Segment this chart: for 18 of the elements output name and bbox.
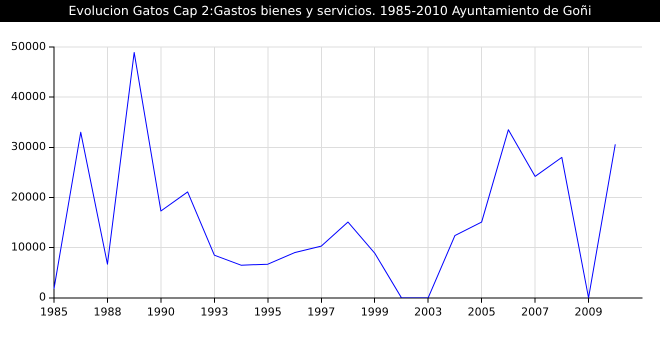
y-tick-label: 40000 [10, 90, 46, 104]
y-tick-label: 30000 [10, 140, 46, 154]
x-tick-label: 1985 [40, 305, 68, 318]
y-tick-label: 50000 [10, 40, 46, 53]
x-tick-label: 2005 [468, 305, 496, 318]
x-tick-label: 1999 [360, 305, 389, 318]
chart-title: Evolucion Gatos Cap 2:Gastos bienes y servicios. 1985-2010 Ayuntamiento de Goñi [0, 0, 660, 22]
y-tick-label: 20000 [10, 190, 46, 204]
x-tick-label: 2003 [414, 305, 442, 318]
y-tick-label: 10000 [10, 240, 46, 254]
x-tick-label: 2009 [574, 305, 603, 318]
x-tick-label: 1990 [146, 305, 175, 318]
x-tick-label: 1993 [200, 305, 228, 318]
y-tick-label: 0 [38, 290, 46, 304]
x-tick-label: 2007 [521, 305, 550, 318]
x-tick-label: 1997 [307, 305, 336, 318]
x-tick-label: 1995 [254, 305, 282, 318]
x-tick-label: 1988 [93, 305, 122, 318]
